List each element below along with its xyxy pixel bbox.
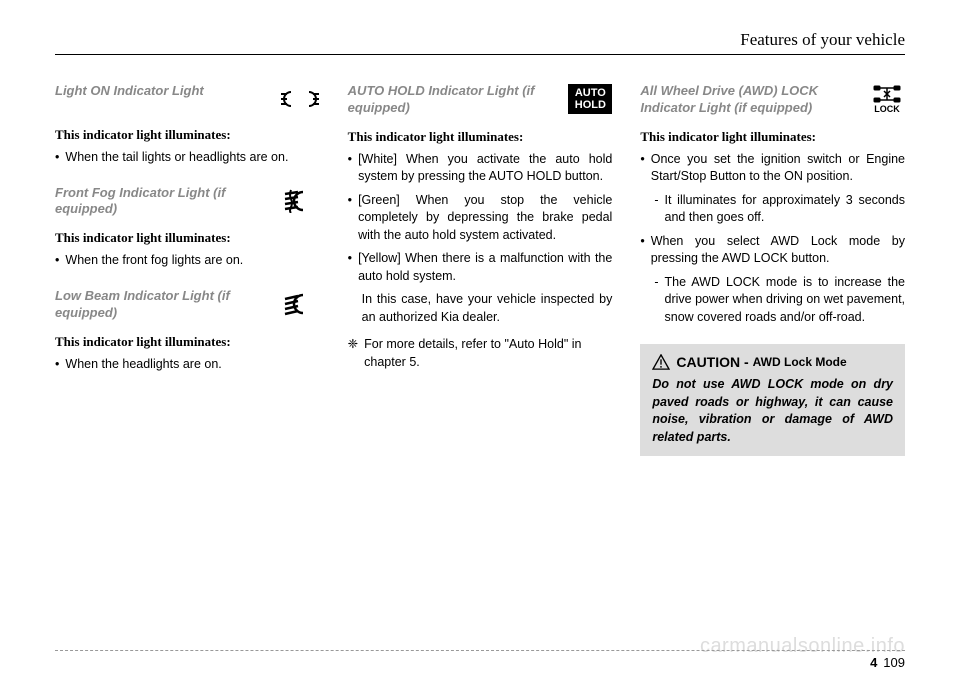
- bullet-text: When the headlights are on.: [65, 356, 221, 374]
- caution-subtitle: AWD Lock Mode: [753, 355, 847, 369]
- ref-text: For more details, refer to "Auto Hold" i…: [364, 336, 612, 371]
- section-title: All Wheel Drive (AWD) LOCK Indicator Lig…: [640, 83, 861, 117]
- auto-hold-box: AUTO HOLD: [568, 84, 612, 114]
- bullet: •: [55, 252, 59, 270]
- page-section: 4: [870, 655, 877, 670]
- warning-triangle-icon: [652, 354, 670, 370]
- bullet: •: [348, 192, 352, 245]
- section-title: Front Fog Indicator Light (if equipped): [55, 185, 272, 219]
- column-3: All Wheel Drive (AWD) LOCK Indicator Lig…: [640, 83, 905, 456]
- sub-text: The AWD LOCK mode is to increase the dri…: [665, 274, 906, 327]
- bullet-item: • When the front fog lights are on.: [55, 252, 320, 270]
- header-title: Features of your vehicle: [740, 30, 905, 50]
- hold-text: HOLD: [572, 99, 608, 111]
- caution-title: CAUTION -: [676, 354, 748, 370]
- bullet-item: • Once you set the ignition switch or En…: [640, 151, 905, 186]
- illuminates-text: This indicator light illuminates:: [55, 127, 320, 143]
- content-area: Light ON Indicator Light: [55, 83, 905, 456]
- caution-header: CAUTION - AWD Lock Mode: [652, 354, 893, 370]
- bullet-item: • When the tail lights or headlights are…: [55, 149, 320, 167]
- dash: -: [654, 192, 658, 227]
- page-header: Features of your vehicle: [55, 30, 905, 55]
- illuminates-text: This indicator light illuminates:: [55, 334, 320, 350]
- section-light-on: Light ON Indicator Light: [55, 83, 320, 167]
- bullet-text: [Green] When you stop the vehicle comple…: [358, 192, 612, 245]
- section-auto-hold: AUTO HOLD Indicator Light (if equipped) …: [348, 83, 613, 371]
- page-number: 4 109: [870, 655, 905, 670]
- bullet-item: • When you select AWD Lock mode by press…: [640, 233, 905, 268]
- bullet: •: [55, 149, 59, 167]
- illuminates-text: This indicator light illuminates:: [640, 129, 905, 145]
- bullet: •: [348, 250, 352, 285]
- bullet-text: When the tail lights or headlights are o…: [65, 149, 288, 167]
- reference-item: ❈ For more details, refer to "Auto Hold"…: [348, 336, 613, 371]
- section-header: AUTO HOLD Indicator Light (if equipped) …: [348, 83, 613, 117]
- sub-text: In this case, have your vehicle inspecte…: [362, 291, 613, 326]
- lock-label: LOCK: [874, 104, 900, 114]
- bullet: •: [348, 151, 352, 186]
- section-header: Low Beam Indicator Light (if equipped): [55, 288, 320, 322]
- section-awd-lock: All Wheel Drive (AWD) LOCK Indicator Lig…: [640, 83, 905, 326]
- bullet: •: [640, 151, 644, 186]
- section-title: Light ON Indicator Light: [55, 83, 272, 100]
- front-fog-icon: [280, 185, 320, 217]
- awd-lock-icon: LOCK: [869, 83, 905, 115]
- caution-text: Do not use AWD LOCK mode on dry paved ro…: [652, 376, 893, 446]
- bullet-text: When you select AWD Lock mode by pressin…: [651, 233, 905, 268]
- section-title: Low Beam Indicator Light (if equipped): [55, 288, 272, 322]
- page-footer: 4 109: [55, 650, 905, 670]
- bullet-text: When the front fog lights are on.: [65, 252, 243, 270]
- caution-box: CAUTION - AWD Lock Mode Do not use AWD L…: [640, 344, 905, 456]
- bullet-item: • [Yellow] When there is a malfunction w…: [348, 250, 613, 285]
- section-header: Front Fog Indicator Light (if equipped): [55, 185, 320, 219]
- light-on-icon: [280, 83, 320, 115]
- bullet: •: [55, 356, 59, 374]
- bullet-text: [White] When you activate the auto hold …: [358, 151, 612, 186]
- bullet-text: Once you set the ignition switch or Engi…: [651, 151, 905, 186]
- section-header: All Wheel Drive (AWD) LOCK Indicator Lig…: [640, 83, 905, 117]
- section-title: AUTO HOLD Indicator Light (if equipped): [348, 83, 561, 117]
- bullet-item: • When the headlights are on.: [55, 356, 320, 374]
- dash: -: [654, 274, 658, 327]
- auto-hold-icon: AUTO HOLD: [568, 83, 612, 115]
- bullet-text: [Yellow] When there is a malfunction wit…: [358, 250, 612, 285]
- section-front-fog: Front Fog Indicator Light (if equipped): [55, 185, 320, 270]
- illuminates-text: This indicator light illuminates:: [348, 129, 613, 145]
- sub-item: - The AWD LOCK mode is to increase the d…: [654, 274, 905, 327]
- bullet-item: • [Green] When you stop the vehicle comp…: [348, 192, 613, 245]
- column-1: Light ON Indicator Light: [55, 83, 320, 456]
- page-num: 109: [883, 655, 905, 670]
- auto-text: AUTO: [572, 87, 608, 99]
- section-low-beam: Low Beam Indicator Light (if equipped) T…: [55, 288, 320, 373]
- ref-symbol: ❈: [348, 336, 358, 371]
- low-beam-icon: [280, 288, 320, 320]
- sub-text: It illuminates for approximately 3 secon…: [665, 192, 906, 227]
- bullet: •: [640, 233, 644, 268]
- section-header: Light ON Indicator Light: [55, 83, 320, 115]
- illuminates-text: This indicator light illuminates:: [55, 230, 320, 246]
- bullet-item: • [White] When you activate the auto hol…: [348, 151, 613, 186]
- column-2: AUTO HOLD Indicator Light (if equipped) …: [348, 83, 613, 456]
- sub-item: - It illuminates for approximately 3 sec…: [654, 192, 905, 227]
